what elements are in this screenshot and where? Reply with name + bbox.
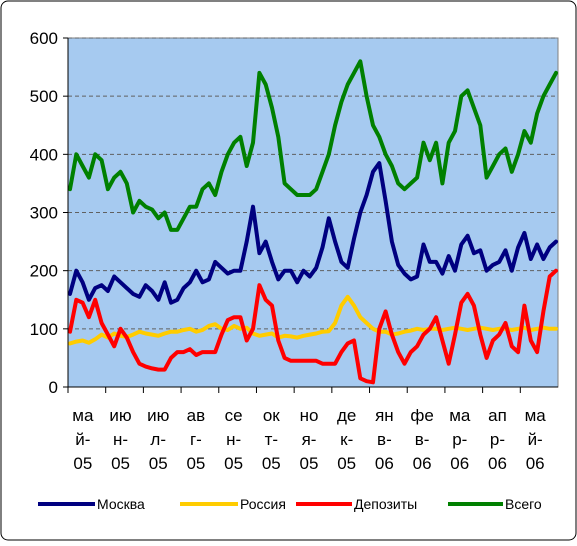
y-tick-label-3: 300 (30, 204, 58, 223)
series-line-1 (68, 294, 558, 346)
series-line-0 (68, 161, 558, 305)
x-tick-label-5: ок т-05 (262, 406, 281, 473)
series-line-2 (68, 268, 558, 385)
series-layer (68, 59, 558, 385)
legend-label-3: Всего (505, 496, 542, 512)
x-tick-label-9: фе в-06 (410, 406, 433, 473)
x-tick-label-0: ма й-05 (72, 406, 94, 473)
y-tick-label-1: 100 (30, 320, 58, 339)
legend-label-2: Депозиты (354, 496, 417, 512)
x-tick-label-3: ав г-05 (186, 406, 205, 473)
x-tick-label-2: ию л-05 (147, 406, 169, 473)
y-tick-label-0: 0 (49, 378, 58, 397)
x-tick-label-10: ма р-06 (449, 406, 471, 473)
x-tick-label-12: ма й-06 (525, 406, 547, 473)
y-tick-label-5: 500 (30, 87, 58, 106)
x-tick-labels: ма й-05 ию н-05 ию л-05 ав г-05 се н-05 ок т-05 но я-… (67, 387, 547, 473)
legend-label-0: Москва (97, 496, 145, 512)
x-tick-label-6: но я-05 (300, 406, 319, 473)
y-tick-label-2: 200 (30, 262, 58, 281)
y-tick-labels: 0 100 200 300 400 500 600 (30, 29, 68, 397)
x-tick-label-7: де к-05 (337, 406, 356, 473)
legend-label-1: Россия (240, 496, 286, 512)
legend: Москва Россия Депозиты Всего (38, 496, 542, 512)
y-tick-label-6: 600 (30, 29, 58, 48)
x-tick-label-8: ян в-06 (375, 406, 394, 473)
x-tick-label-1: ию н-05 (109, 406, 131, 473)
x-tick-label-4: се н-05 (224, 406, 243, 473)
series-line-3 (68, 59, 558, 232)
x-tick-label-11: ап р-06 (488, 406, 507, 473)
y-tick-label-4: 400 (30, 145, 58, 164)
